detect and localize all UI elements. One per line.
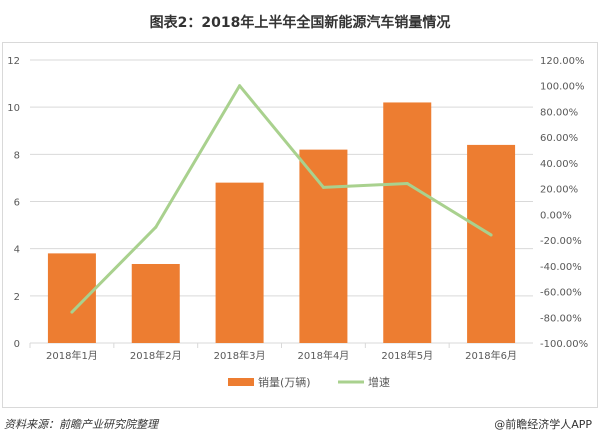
right-tick-label: 40.00% [540,159,578,170]
bar [215,182,264,343]
bar [383,102,432,343]
bar [467,144,516,343]
bar [47,253,96,343]
right-tick-label: 100.00% [540,82,585,93]
right-tick-label: -80.00% [540,313,582,324]
brand-note: @前瞻经济学人APP [494,418,592,431]
right-tick-label: 0.00% [540,210,572,221]
bar [131,263,180,343]
x-tick-label: 2018年3月 [214,349,266,362]
right-tick-label: 120.00% [540,56,585,67]
left-tick-label: 0 [14,339,20,350]
left-tick-label: 8 [14,150,20,161]
x-tick-label: 2018年1月 [46,349,98,362]
line-point [405,181,409,185]
right-tick-label: 20.00% [540,185,578,196]
right-tick-label: -40.00% [540,262,582,273]
left-tick-label: 2 [14,292,20,303]
x-tick-label: 2018年4月 [298,349,350,362]
right-tick-label: -20.00% [540,236,582,247]
line-point [154,225,158,229]
legend-bar-label: 销量(万辆) [258,375,311,389]
legend-line-label: 增速 [368,375,390,389]
x-tick-label: 2018年5月 [381,349,433,362]
chart-title: 图表2：2018年上半年全国新能源汽车销量情况 [149,15,451,31]
legend-bar-swatch [228,378,254,386]
x-tick-label: 2018年6月 [465,349,517,362]
right-tick-label: -60.00% [540,288,582,299]
right-tick-label: 60.00% [540,133,578,144]
right-tick-label: -100.00% [540,339,588,350]
left-tick-label: 4 [14,245,20,256]
growth-line [70,84,492,314]
left-tick-label: 12 [7,56,20,67]
x-tick-label: 2018年2月 [130,349,182,362]
line-point [321,185,325,189]
line-point [489,233,493,237]
right-tick-label: 80.00% [540,107,578,118]
left-tick-label: 6 [14,198,20,209]
source-note: 资料来源：前瞻产业研究院整理 [4,418,158,431]
chart-frame [2,42,598,408]
line-point [70,310,74,314]
bar [299,149,348,343]
line-point [238,84,242,88]
left-tick-label: 10 [7,103,20,114]
